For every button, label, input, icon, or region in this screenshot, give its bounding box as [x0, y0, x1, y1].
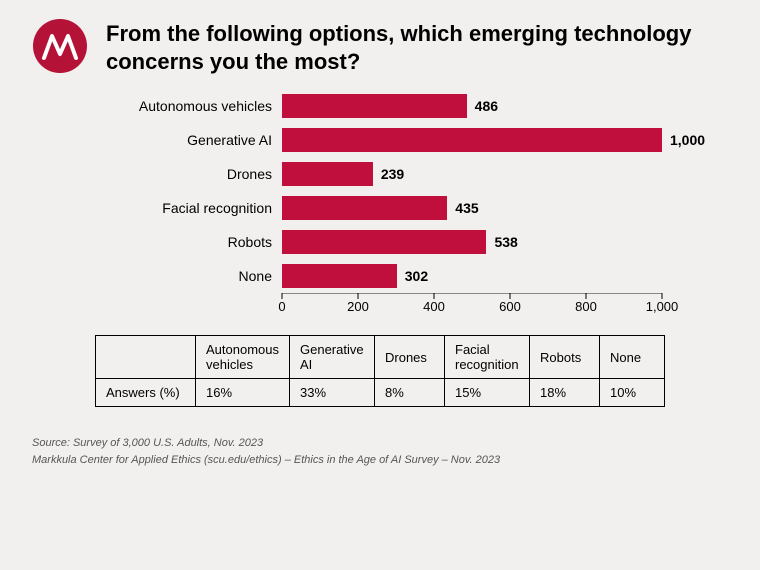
table-column-header: Autonomous vehicles [196, 336, 290, 379]
bar-value-label: 239 [381, 166, 404, 182]
category-label: Drones [112, 166, 282, 182]
bar-value-label: 435 [455, 200, 478, 216]
bar [282, 94, 467, 118]
table-column-header: Facial recognition [445, 336, 530, 379]
bar [282, 162, 373, 186]
x-tick-label: 600 [499, 299, 521, 314]
category-label: Generative AI [112, 132, 282, 148]
chart-title: From the following options, which emergi… [106, 20, 728, 75]
table-cell: 10% [600, 379, 665, 407]
x-tick-label: 800 [575, 299, 597, 314]
chart-row: Drones 239 [112, 157, 712, 191]
percentage-table: Autonomous vehiclesGenerative AIDronesFa… [95, 335, 665, 407]
brand-logo [32, 18, 88, 74]
table-cell: 15% [445, 379, 530, 407]
x-tick-label: 400 [423, 299, 445, 314]
table-column-header: Robots [530, 336, 600, 379]
chart-row: Autonomous vehicles 486 [112, 89, 712, 123]
category-label: Autonomous vehicles [112, 98, 282, 114]
footnote-source: Source: Survey of 3,000 U.S. Adults, Nov… [32, 435, 728, 452]
table-column-header: Drones [375, 336, 445, 379]
x-tick-label: 200 [347, 299, 369, 314]
x-tick-label: 0 [278, 299, 285, 314]
bar-value-label: 538 [494, 234, 517, 250]
table-cell: 33% [290, 379, 375, 407]
chart-row: Generative AI 1,000 [112, 123, 712, 157]
category-label: Robots [112, 234, 282, 250]
chart-row: Facial recognition 435 [112, 191, 712, 225]
table-row-label: Answers (%) [96, 379, 196, 407]
table-cell: 18% [530, 379, 600, 407]
table-cell: 16% [196, 379, 290, 407]
table-cell: 8% [375, 379, 445, 407]
table-column-header: None [600, 336, 665, 379]
bar-value-label: 486 [475, 98, 498, 114]
bar-value-label: 302 [405, 268, 428, 284]
bar [282, 196, 447, 220]
bar [282, 264, 397, 288]
table-column-header: Generative AI [290, 336, 375, 379]
x-tick-label: 1,000 [646, 299, 679, 314]
category-label: Facial recognition [112, 200, 282, 216]
bar [282, 128, 662, 152]
footnote-attribution: Markkula Center for Applied Ethics (scu.… [32, 452, 728, 469]
bar-value-label: 1,000 [670, 132, 705, 148]
chart-row: None 302 [112, 259, 712, 293]
chart-row: Robots 538 [112, 225, 712, 259]
table-corner [96, 336, 196, 379]
bar [282, 230, 486, 254]
category-label: None [112, 268, 282, 284]
bar-chart: Autonomous vehicles 486 Generative AI 1,000… [112, 89, 712, 315]
x-axis: 0 200 400 600 800 1,000 [112, 293, 712, 315]
